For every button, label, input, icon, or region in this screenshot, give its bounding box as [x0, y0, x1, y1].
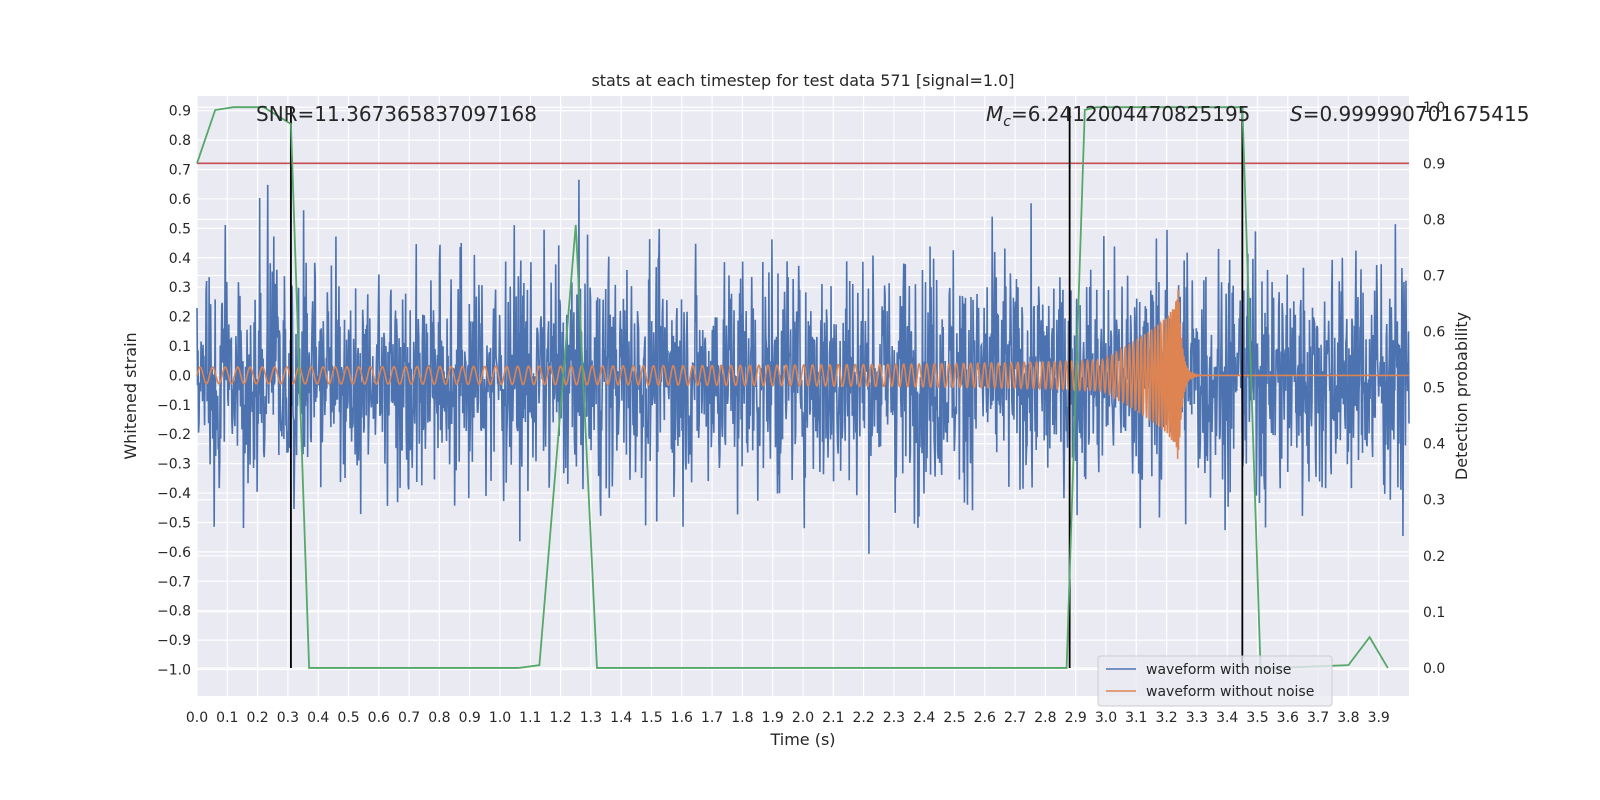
s-symbol: S — [1290, 102, 1303, 126]
y-right-tick-label: 0.5 — [1423, 381, 1445, 397]
legend-label-noise: waveform with noise — [1146, 662, 1291, 678]
x-tick-label: 1.8 — [731, 710, 753, 726]
x-tick-label: 1.2 — [549, 710, 571, 726]
y-right-tick-label: 0.0 — [1423, 661, 1445, 677]
mc-symbol: M — [986, 102, 1003, 126]
y-right-tick-label: 0.1 — [1423, 605, 1445, 621]
x-tick-label: 2.9 — [1065, 710, 1087, 726]
x-tick-label: 2.1 — [822, 710, 844, 726]
x-tick-label: 1.1 — [519, 710, 541, 726]
snr-annotation: SNR=11.367365837097168 — [256, 102, 537, 126]
y-right-tick-label: 0.4 — [1423, 437, 1445, 453]
x-tick-label: 0.8 — [428, 710, 450, 726]
y-left-tick-label: 0.8 — [169, 133, 191, 149]
x-tick-label: 3.4 — [1216, 710, 1238, 726]
x-tick-label: 3.0 — [1095, 710, 1117, 726]
clean-waveform — [196, 289, 1409, 459]
x-tick-label: 2.8 — [1034, 710, 1056, 726]
x-tick-label: 2.6 — [974, 710, 996, 726]
x-tick-label: 2.0 — [792, 710, 814, 726]
x-tick-label: 2.2 — [852, 710, 874, 726]
y-left-tick-label: −0.1 — [157, 398, 191, 414]
y-left-tick-label: 0.7 — [169, 163, 191, 179]
x-tick-label: 3.7 — [1307, 710, 1329, 726]
y-right-tick-label: 0.9 — [1423, 156, 1445, 172]
y-right-tick-label: 0.3 — [1423, 493, 1445, 509]
clean-line — [196, 289, 1409, 459]
y-left-tick-label: 0.0 — [169, 368, 191, 384]
s-value: =0.999990701675415 — [1303, 102, 1530, 126]
x-tick-label: 1.5 — [640, 710, 662, 726]
x-tick-label: 0.7 — [398, 710, 420, 726]
x-tick-labels: 0.0 0.1 0.2 0.3 0.4 0.5 0.6 0.7 0.8 0.9 1.0 1.1 1.2 1… — [186, 710, 1390, 726]
x-tick-label: 0.5 — [337, 710, 359, 726]
y-left-tick-label: −0.7 — [157, 574, 191, 590]
x-tick-label: 1.7 — [701, 710, 723, 726]
y-left-tick-label: 0.4 — [169, 251, 191, 267]
y-right-tick-label: 0.6 — [1423, 325, 1445, 341]
y-left-tick-label: 0.9 — [169, 104, 191, 120]
legend: waveform with noise waveform without noi… — [1097, 655, 1333, 707]
y-left-tick-label: −0.8 — [157, 604, 191, 620]
chart-title: stats at each timestep for test data 571… — [591, 71, 1014, 90]
x-tick-label: 3.6 — [1277, 710, 1299, 726]
noise-line — [196, 179, 1410, 554]
x-tick-label: 3.3 — [1186, 710, 1208, 726]
y-left-tick-label: −0.6 — [157, 545, 191, 561]
x-tick-label: 0.4 — [307, 710, 329, 726]
x-tick-label: 0.3 — [277, 710, 299, 726]
y-left-tick-labels: 0.9 0.8 0.7 0.6 0.5 0.4 0.3 0.2 0.1 0.0 −0.1 −0.2 −0… — [157, 104, 191, 679]
x-tick-label: 1.4 — [610, 710, 632, 726]
chirp-mass-annotation: Mc=6.2412004470825195 — [986, 102, 1250, 130]
x-tick-label: 1.9 — [762, 710, 784, 726]
y-axis-right-label: Detection probability — [1452, 312, 1471, 480]
x-tick-label: 2.4 — [913, 710, 935, 726]
mc-subscript: c — [1003, 114, 1011, 130]
y-left-tick-label: −0.3 — [157, 457, 191, 473]
y-left-tick-label: 0.2 — [169, 310, 191, 326]
x-tick-label: 3.8 — [1337, 710, 1359, 726]
x-tick-label: 0.9 — [459, 710, 481, 726]
x-tick-label: 0.6 — [368, 710, 390, 726]
x-tick-label: 0.1 — [216, 710, 238, 726]
x-tick-label: 2.7 — [1004, 710, 1026, 726]
mc-value: =6.2412004470825195 — [1011, 102, 1250, 126]
x-tick-label: 1.3 — [580, 710, 602, 726]
y-left-tick-label: 0.6 — [169, 192, 191, 208]
y-left-tick-label: 0.1 — [169, 339, 191, 355]
x-tick-label: 1.0 — [489, 710, 511, 726]
y-right-tick-label: 0.8 — [1423, 212, 1445, 228]
y-left-tick-label: −0.4 — [157, 486, 191, 502]
x-tick-label: 2.5 — [943, 710, 965, 726]
legend-box — [1097, 655, 1333, 707]
x-tick-label: 2.3 — [883, 710, 905, 726]
x-axis-label: Time (s) — [769, 730, 835, 749]
legend-label-clean: waveform without noise — [1146, 684, 1314, 700]
noise-waveform — [196, 179, 1410, 554]
y-left-tick-label: 0.5 — [169, 221, 191, 237]
y-left-tick-label: −0.9 — [157, 633, 191, 649]
y-right-tick-label: 0.7 — [1423, 268, 1445, 284]
y-left-tick-label: −1.0 — [157, 663, 191, 679]
y-axis-left-label: Whitened strain — [121, 332, 140, 459]
y-right-tick-labels: 1.0 0.9 0.8 0.7 0.6 0.5 0.4 0.3 0.2 0.1 0.0 — [1423, 100, 1445, 677]
x-tick-label: 0.0 — [186, 710, 208, 726]
y-right-tick-label: 1.0 — [1423, 100, 1445, 116]
x-tick-label: 1.6 — [671, 710, 693, 726]
y-left-tick-label: 0.3 — [169, 280, 191, 296]
x-tick-label: 3.9 — [1368, 710, 1390, 726]
y-right-tick-label: 0.2 — [1423, 549, 1445, 565]
y-left-tick-label: −0.2 — [157, 427, 191, 443]
x-tick-label: 0.2 — [246, 710, 268, 726]
x-tick-label: 3.1 — [1125, 710, 1147, 726]
significance-annotation: S=0.999990701675415 — [1290, 102, 1529, 126]
x-tick-label: 3.2 — [1155, 710, 1177, 726]
x-tick-label: 3.5 — [1246, 710, 1268, 726]
y-left-tick-label: −0.5 — [157, 515, 191, 531]
